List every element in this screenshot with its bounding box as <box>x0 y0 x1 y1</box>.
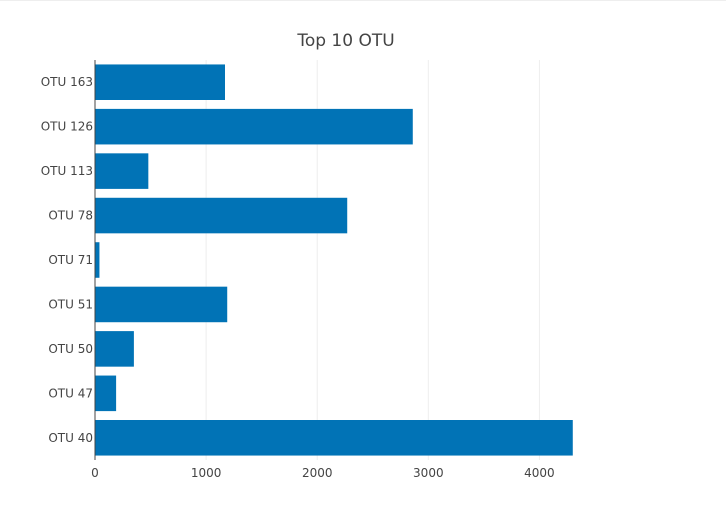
y-tick-labels: OTU 163 OTU 126 OTU 113 OTU 78 OTU 71 OTU 51 O… <box>41 75 93 445</box>
x-tick-label: 0 <box>91 466 99 480</box>
bar <box>95 286 228 323</box>
chart-title: Top 10 OTU <box>296 31 394 51</box>
top-border-line <box>0 0 726 1</box>
bar <box>95 64 225 100</box>
y-tick-label: OTU 50 <box>48 342 93 356</box>
bar <box>95 242 100 278</box>
y-tick-label: OTU 78 <box>48 209 93 223</box>
y-tick-label: OTU 47 <box>48 386 93 400</box>
x-tick-label: 4000 <box>524 466 555 480</box>
bar <box>95 153 149 189</box>
y-tick-label: OTU 126 <box>41 120 93 134</box>
y-tick-label: OTU 71 <box>48 253 93 267</box>
bar <box>95 420 573 456</box>
y-tick-label: OTU 163 <box>41 75 93 89</box>
bar <box>95 197 348 234</box>
x-tick-label: 2000 <box>302 466 333 480</box>
y-tick-label: OTU 51 <box>48 297 93 311</box>
x-tick-label: 1000 <box>191 466 222 480</box>
bars <box>95 64 573 456</box>
x-tick-labels: 0 1000 2000 3000 4000 <box>91 466 555 480</box>
x-tick-label: 3000 <box>413 466 444 480</box>
y-tick-label: OTU 40 <box>48 431 93 445</box>
bar <box>95 331 134 367</box>
bar <box>95 375 117 412</box>
y-tick-label: OTU 113 <box>41 164 93 178</box>
bar <box>95 108 413 145</box>
